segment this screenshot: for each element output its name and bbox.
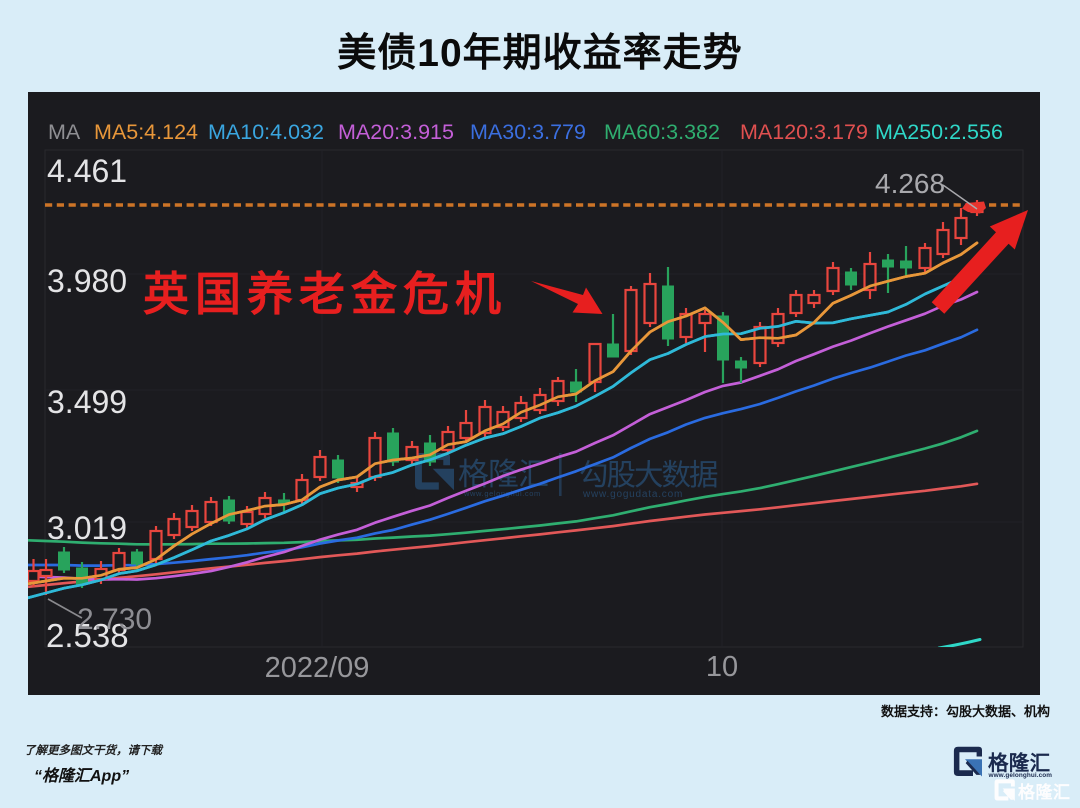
svg-text:MA250:2.556: MA250:2.556 <box>875 120 1003 144</box>
svg-text:4.461: 4.461 <box>47 153 127 189</box>
svg-text:英国养老金危机: 英国养老金危机 <box>143 268 507 320</box>
svg-text:2022/09: 2022/09 <box>265 652 370 684</box>
svg-text:MA10:4.032: MA10:4.032 <box>208 120 324 144</box>
svg-text:MA5:4.124: MA5:4.124 <box>94 120 198 144</box>
svg-text:MA30:3.779: MA30:3.779 <box>470 120 586 144</box>
svg-text:格隆汇: 格隆汇 <box>1018 782 1071 802</box>
svg-text:MA60:3.382: MA60:3.382 <box>604 120 720 144</box>
svg-text:10: 10 <box>706 651 738 683</box>
svg-text:MA20:3.915: MA20:3.915 <box>338 120 454 144</box>
svg-text:www.gelonghui.com: www.gelonghui.com <box>463 489 541 498</box>
svg-text:3.980: 3.980 <box>47 263 127 299</box>
svg-text:www.gogudata.com: www.gogudata.com <box>582 489 683 500</box>
svg-text:3.019: 3.019 <box>47 510 127 546</box>
svg-text:MA: MA <box>48 120 81 144</box>
svg-text:4.268: 4.268 <box>875 168 945 199</box>
svg-text:2.730: 2.730 <box>77 603 152 636</box>
svg-text:3.499: 3.499 <box>47 384 127 420</box>
svg-text:MA120:3.179: MA120:3.179 <box>740 120 868 144</box>
svg-text:勾股大数据: 勾股大数据 <box>579 459 718 492</box>
svg-text:格隆汇: 格隆汇 <box>988 751 1050 775</box>
svg-text:2.538: 2.538 <box>46 617 129 654</box>
svg-text:www.gelonghui.com: www.gelonghui.com <box>988 772 1053 779</box>
